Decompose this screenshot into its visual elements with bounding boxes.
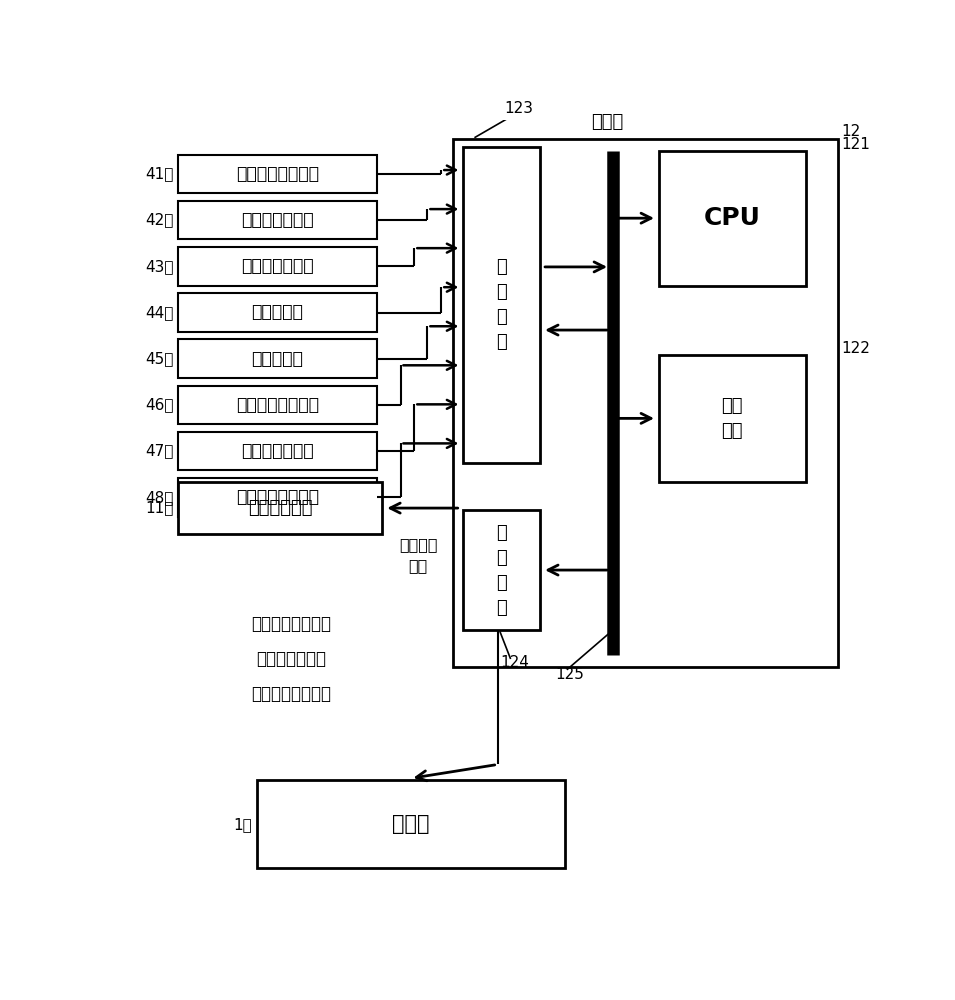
Bar xyxy=(178,386,376,424)
Bar xyxy=(178,339,376,378)
Text: 42～: 42～ xyxy=(145,213,174,228)
Text: 油压控制回路: 油压控制回路 xyxy=(247,499,312,517)
Text: 45～: 45～ xyxy=(145,351,174,366)
Text: 输
入
接
口: 输 入 接 口 xyxy=(496,258,507,351)
Text: 124: 124 xyxy=(500,655,529,670)
Text: 制动器液压传感器: 制动器液压传感器 xyxy=(236,488,319,506)
Text: 121: 121 xyxy=(841,137,871,152)
Text: 次级转速传感器: 次级转速传感器 xyxy=(241,257,313,275)
Bar xyxy=(178,478,376,517)
Text: 加速器开度传感器: 加速器开度传感器 xyxy=(236,165,319,183)
Text: 44～: 44～ xyxy=(145,305,174,320)
Text: 122: 122 xyxy=(841,341,871,356)
Text: 41～: 41～ xyxy=(145,166,174,181)
Bar xyxy=(178,201,376,239)
Text: 断路器开关: 断路器开关 xyxy=(251,350,304,368)
Text: 125: 125 xyxy=(556,667,584,682)
Bar xyxy=(178,432,376,470)
Text: 123: 123 xyxy=(504,101,533,116)
Text: 初级转速传感器: 初级转速传感器 xyxy=(241,211,313,229)
Bar xyxy=(453,139,838,667)
Text: 燃料喷射量信号、
点火时期信号、
节气门开度信号、: 燃料喷射量信号、 点火时期信号、 节气门开度信号、 xyxy=(251,615,331,703)
Text: 存储
装置: 存储 装置 xyxy=(722,397,743,440)
Text: 变速控制
信号: 变速控制 信号 xyxy=(399,537,437,573)
Bar xyxy=(463,510,540,630)
Bar xyxy=(659,151,805,286)
Text: 46～: 46～ xyxy=(145,397,174,412)
Text: 控制器: 控制器 xyxy=(591,113,623,131)
Bar xyxy=(178,247,376,286)
Text: 11～: 11～ xyxy=(145,501,174,516)
Text: 12: 12 xyxy=(841,124,861,139)
Bar xyxy=(178,482,382,534)
Text: 48～: 48～ xyxy=(145,490,174,505)
Text: 1～: 1～ xyxy=(233,817,252,832)
Text: 47～: 47～ xyxy=(145,444,174,459)
Bar xyxy=(178,155,376,193)
Text: 43～: 43～ xyxy=(145,259,174,274)
Text: 涡轮转速传感器: 涡轮转速传感器 xyxy=(241,442,313,460)
Text: CPU: CPU xyxy=(704,206,761,230)
Bar xyxy=(257,780,564,868)
Text: 发动机: 发动机 xyxy=(392,814,429,834)
Text: 发动机转速传感器: 发动机转速传感器 xyxy=(236,396,319,414)
Bar xyxy=(178,293,376,332)
Bar xyxy=(659,355,805,482)
Bar xyxy=(463,147,540,463)
Text: 车速传感器: 车速传感器 xyxy=(251,304,304,322)
Text: 输
出
接
口: 输 出 接 口 xyxy=(496,524,507,617)
